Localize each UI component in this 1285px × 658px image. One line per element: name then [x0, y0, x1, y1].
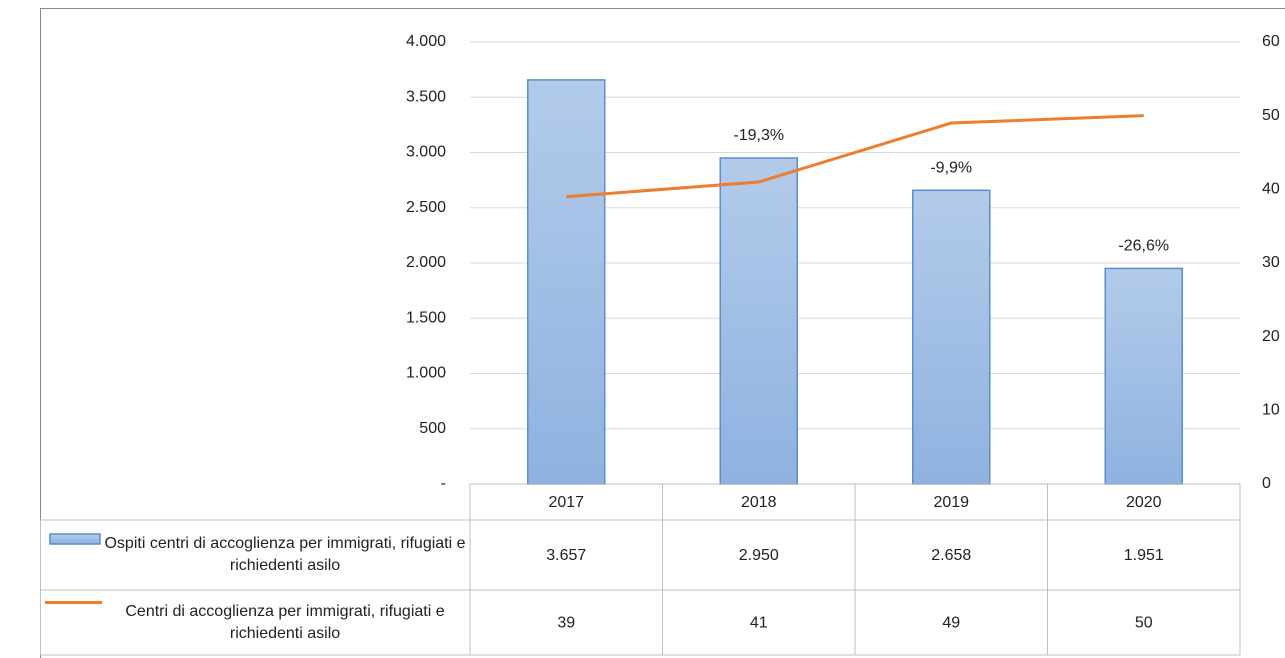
- legend-label: Ospiti centri di accoglienza per immigra…: [104, 535, 466, 574]
- y-tick-label: 3.500: [406, 88, 446, 105]
- y2-tick-label: 60: [1262, 33, 1280, 50]
- y-tick-label: 1.500: [406, 309, 446, 326]
- legend-swatch: [49, 533, 101, 545]
- table-value: 50: [1135, 615, 1153, 632]
- bar: [912, 189, 991, 485]
- table-value: 41: [750, 615, 768, 632]
- table-value: 1.951: [1124, 547, 1164, 564]
- y2-tick-label: 40: [1262, 181, 1280, 198]
- x-tick-label: 2017: [548, 494, 584, 511]
- x-tick-label: 2019: [933, 494, 969, 511]
- change-label: -19,3%: [733, 127, 784, 144]
- change-label: -26,6%: [1118, 238, 1169, 255]
- y2-tick-label: 30: [1262, 254, 1280, 271]
- y2-tick-label: 10: [1262, 402, 1280, 419]
- bar: [1104, 267, 1183, 485]
- y-tick-label: 2.000: [406, 254, 446, 271]
- x-tick-label: 2018: [741, 494, 777, 511]
- y-tick-label: -: [441, 475, 446, 492]
- bar: [719, 157, 798, 485]
- y2-tick-label: 20: [1262, 328, 1280, 345]
- table-value: 2.950: [739, 547, 779, 564]
- table-value: 2.658: [931, 547, 971, 564]
- y-tick-label: 3.000: [406, 144, 446, 161]
- x-tick-label: 2020: [1126, 494, 1162, 511]
- y-tick-label: 4.000: [406, 33, 446, 50]
- y-tick-label: 500: [419, 420, 446, 437]
- chart-frame: [40, 8, 1285, 658]
- line: [566, 114, 1144, 199]
- bar: [527, 79, 606, 485]
- y2-tick-label: 0: [1262, 475, 1271, 492]
- y-tick-label: 1.000: [406, 365, 446, 382]
- legend-label: Centri di accoglienza per immigrati, rif…: [125, 602, 445, 642]
- y2-tick-label: 50: [1262, 107, 1280, 124]
- table-value: 3.657: [546, 547, 586, 564]
- legend-label-box: Ospiti centri di accoglienza per immigra…: [104, 535, 466, 574]
- legend-label-box: Centri di accoglienza per immigrati, rif…: [125, 602, 445, 642]
- y-tick-label: 2.500: [406, 199, 446, 216]
- table-value: 39: [557, 615, 575, 632]
- change-label: -9,9%: [930, 160, 972, 177]
- table-value: 49: [942, 615, 960, 632]
